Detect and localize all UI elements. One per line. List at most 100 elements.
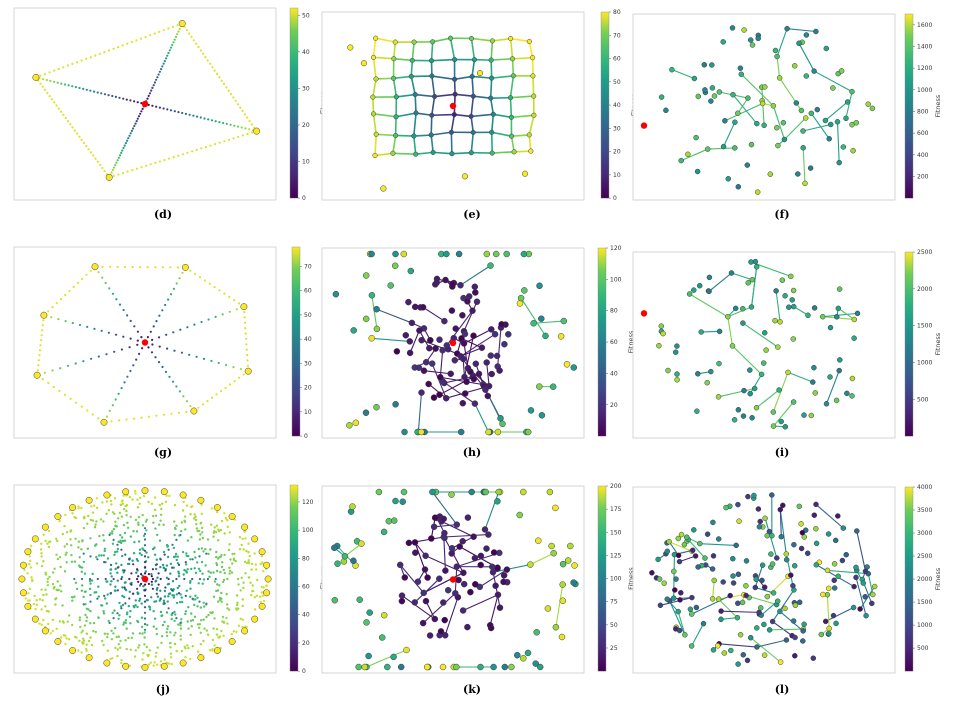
colorbar-tick-label: 600 [917, 130, 929, 137]
edge-dot [53, 69, 56, 72]
node [782, 605, 788, 612]
node [688, 643, 695, 649]
node [109, 657, 112, 661]
edge [490, 114, 495, 133]
node [470, 93, 476, 99]
edge [371, 295, 378, 329]
node [109, 568, 112, 571]
edge [479, 569, 508, 588]
edge-dot [41, 378, 44, 381]
node [692, 553, 699, 559]
node [488, 57, 494, 63]
edge-dot [207, 118, 210, 121]
node [66, 620, 69, 623]
node [56, 557, 60, 561]
node [38, 622, 41, 625]
edge-dot [215, 393, 218, 396]
node [175, 558, 178, 562]
edge [766, 575, 789, 598]
node [138, 548, 142, 551]
node [768, 551, 774, 557]
edge-dot [172, 41, 175, 44]
edge [410, 60, 414, 77]
edge-dot [73, 129, 76, 132]
edge-dot [146, 97, 149, 100]
node [198, 626, 201, 629]
node [349, 503, 356, 510]
node [29, 566, 33, 569]
edge-dot [86, 325, 89, 328]
node [708, 368, 714, 375]
node [202, 578, 206, 581]
node [508, 114, 514, 120]
colorbar-tick-label: 0 [613, 195, 617, 202]
node [127, 604, 130, 608]
node [197, 529, 201, 533]
node [373, 325, 381, 333]
node [516, 511, 523, 519]
edge-dot [59, 298, 63, 301]
node [710, 519, 716, 526]
node [213, 617, 216, 620]
node [93, 591, 96, 594]
edge [470, 38, 476, 60]
node [51, 629, 54, 633]
edge-dot [105, 353, 108, 356]
node [102, 612, 106, 615]
node [226, 603, 229, 606]
node [734, 614, 741, 621]
node [213, 530, 216, 533]
node [428, 58, 435, 64]
edge-dot [143, 594, 147, 598]
edge [740, 73, 774, 107]
node [469, 73, 475, 80]
node [114, 626, 117, 630]
edge-dot [143, 600, 147, 603]
node [220, 554, 223, 557]
colorbar-tick-label: 2500 [917, 553, 932, 560]
node [843, 115, 849, 122]
node [835, 305, 842, 312]
node [185, 563, 188, 566]
node [830, 85, 836, 91]
edge-dot [206, 59, 209, 62]
edge-dot [234, 99, 237, 102]
node [456, 543, 463, 550]
edge [430, 134, 434, 153]
edge [415, 151, 434, 155]
edge-dot [104, 281, 107, 285]
node [777, 659, 784, 665]
leaf-node [141, 487, 149, 495]
node [228, 531, 231, 534]
node [219, 570, 222, 574]
node [103, 549, 106, 553]
node [811, 68, 817, 74]
leaf-node [380, 185, 387, 192]
edge [473, 95, 491, 99]
colorbar-tick-label: 200 [917, 173, 929, 180]
node [138, 599, 141, 602]
leaf-node [251, 535, 259, 543]
node [801, 621, 807, 628]
node [215, 569, 219, 573]
node [737, 631, 744, 638]
node [220, 629, 223, 633]
node [418, 428, 425, 436]
edge-dot [132, 563, 135, 566]
node [184, 528, 187, 531]
colorbar-tick-label: 60 [302, 584, 310, 591]
node [173, 634, 176, 637]
node [844, 390, 850, 397]
edge [755, 587, 774, 594]
edge [366, 649, 407, 668]
node [59, 565, 62, 569]
node [244, 572, 247, 575]
edge [414, 578, 440, 603]
node [832, 537, 839, 544]
node [140, 553, 143, 557]
node [106, 632, 109, 636]
node [332, 290, 340, 298]
node [136, 619, 139, 623]
node [735, 501, 741, 508]
